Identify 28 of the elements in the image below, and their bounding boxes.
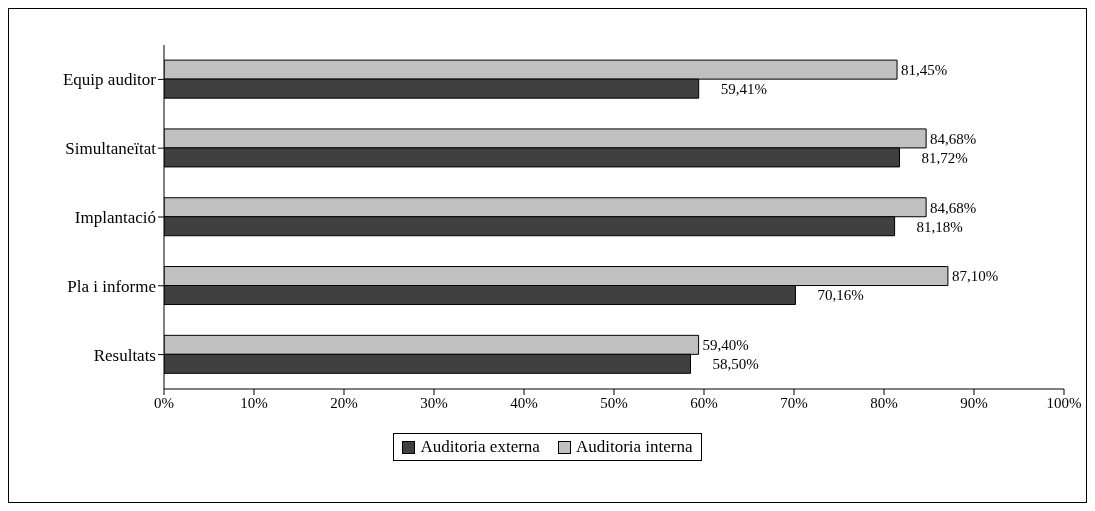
data-label: 81,45% (901, 61, 948, 78)
data-label: 58,50% (712, 356, 759, 373)
x-tick-label: 40% (510, 394, 538, 411)
y-tick-label: Resultats (93, 345, 156, 365)
data-label: 84,68% (930, 130, 977, 147)
data-label: 84,68% (930, 199, 977, 216)
x-tick-label: 90% (960, 394, 988, 411)
data-label: 70,16% (817, 287, 864, 304)
x-tick-label: 60% (690, 394, 718, 411)
data-label: 81,18% (916, 218, 963, 235)
legend-label: Auditoria externa (420, 437, 540, 457)
data-label: 59,40% (702, 337, 749, 354)
x-tick-label: 20% (330, 394, 358, 411)
x-tick-label: 30% (420, 394, 448, 411)
data-label: 59,41% (720, 80, 767, 97)
x-tick-label: 50% (600, 394, 628, 411)
data-label: 81,72% (921, 149, 968, 166)
y-tick-label: Simultaneïtat (65, 139, 157, 159)
legend-label: Auditoria interna (575, 437, 693, 457)
data-label: 87,10% (951, 268, 999, 285)
x-tick-label: 70% (780, 394, 808, 411)
x-tick-label: 10% (240, 394, 268, 411)
x-tick-label: 100% (1046, 394, 1082, 411)
x-tick-label: 0% (154, 394, 174, 411)
y-tick-label: Pla i informe (67, 276, 156, 296)
y-tick-label: Equip auditor (62, 70, 157, 90)
y-tick-label: Implantació (74, 208, 156, 228)
x-tick-label: 80% (870, 394, 898, 411)
